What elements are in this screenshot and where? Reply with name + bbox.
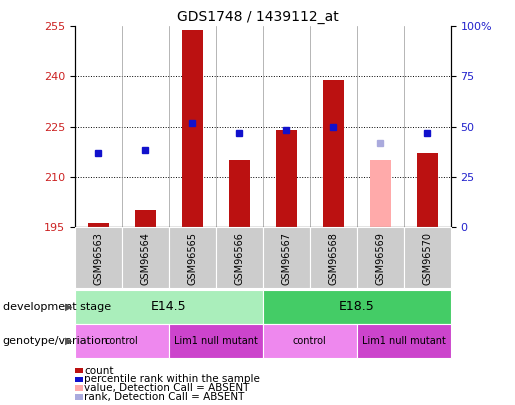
Text: GSM96569: GSM96569 [375,232,385,285]
Text: Lim1 null mutant: Lim1 null mutant [174,336,258,346]
Text: GSM96567: GSM96567 [281,232,291,285]
Text: E14.5: E14.5 [151,300,186,313]
Text: GSM96566: GSM96566 [234,232,244,285]
Text: rank, Detection Call = ABSENT: rank, Detection Call = ABSENT [84,392,244,402]
Text: ▶: ▶ [64,336,72,346]
Text: count: count [84,366,113,375]
Text: GDS1748 / 1439112_at: GDS1748 / 1439112_at [177,10,338,24]
Bar [370,160,391,227]
Text: control: control [105,336,139,346]
Text: ▶: ▶ [64,302,72,312]
Text: development stage: development stage [3,302,111,312]
Text: GSM96570: GSM96570 [422,232,432,285]
Bar [88,224,109,227]
Bar [322,80,344,227]
Text: Lim1 null mutant: Lim1 null mutant [362,336,445,346]
Text: GSM96568: GSM96568 [328,232,338,285]
Text: percentile rank within the sample: percentile rank within the sample [84,375,260,384]
Text: GSM96565: GSM96565 [187,232,197,285]
Bar [276,130,297,227]
Bar [229,160,250,227]
Text: E18.5: E18.5 [339,300,374,313]
Text: GSM96563: GSM96563 [93,232,103,285]
Bar [134,210,156,227]
Bar [417,153,438,227]
Text: GSM96564: GSM96564 [140,232,150,285]
Text: genotype/variation: genotype/variation [3,336,109,346]
Text: control: control [293,336,327,346]
Text: value, Detection Call = ABSENT: value, Detection Call = ABSENT [84,384,249,393]
Bar [182,30,203,227]
